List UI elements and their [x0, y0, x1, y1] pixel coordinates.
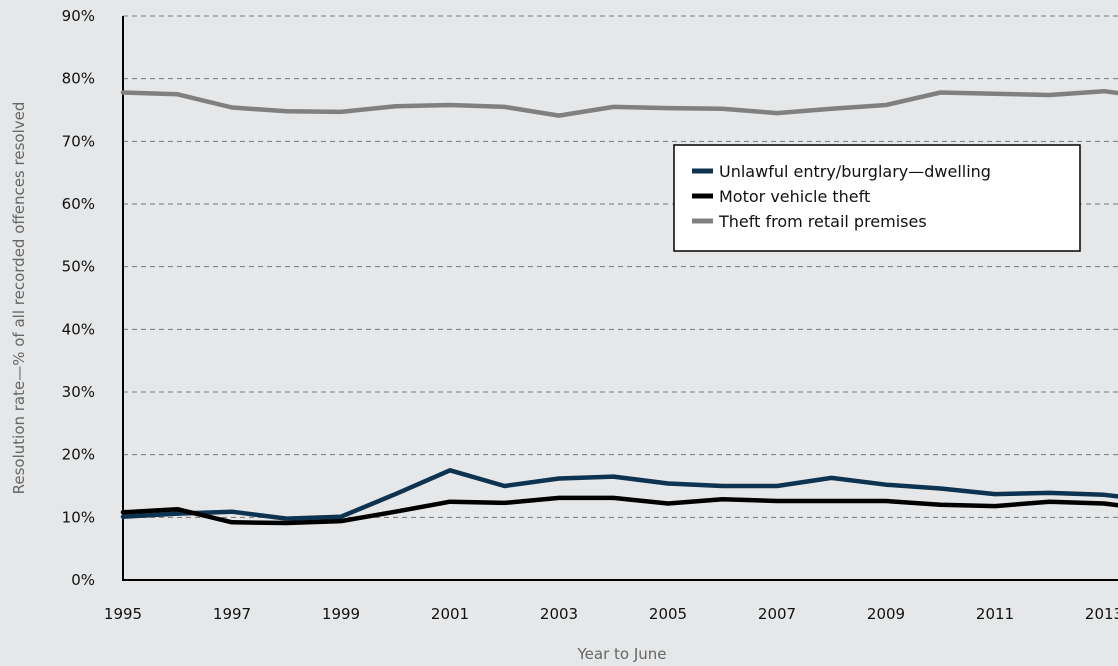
- series-line-2: [120, 495, 1118, 526]
- legend-box: [673, 144, 1081, 252]
- gridlines: [123, 15, 1118, 518]
- x-tick-label: 2011: [976, 605, 1014, 623]
- x-tick-label: 1999: [322, 605, 360, 623]
- x-tick-label: 2003: [540, 605, 578, 623]
- legend-label: Unlawful entry/burglary—dwelling: [719, 162, 991, 181]
- y-tick-labels: 0% 10% 20% 30% 40% 50% 60% 70% 80% 90%: [62, 7, 95, 589]
- x-axis-title: Year to June: [576, 645, 666, 663]
- y-tick-label: 0%: [71, 571, 95, 589]
- legend-label: Theft from retail premises: [718, 212, 927, 231]
- y-tick-label: 60%: [62, 195, 95, 213]
- y-tick-label: 10%: [62, 508, 95, 526]
- x-tick-label: 2009: [867, 605, 905, 623]
- legend: Unlawful entry/burglary—dwelling Motor ve…: [673, 144, 1081, 252]
- x-tick-label: 2013: [1085, 605, 1118, 623]
- y-tick-label: 50%: [62, 258, 95, 276]
- y-tick-label: 80%: [62, 70, 95, 88]
- x-tick-label: 2005: [649, 605, 687, 623]
- x-tick-label: 2001: [431, 605, 469, 623]
- axes: [122, 16, 1118, 581]
- y-tick-label: 30%: [62, 383, 95, 401]
- x-tick-label: 2007: [758, 605, 796, 623]
- x-tick-label: 1995: [104, 605, 142, 623]
- series-line-3: [120, 88, 1118, 118]
- legend-label: Motor vehicle theft: [719, 187, 870, 206]
- series-lines: [120, 88, 1118, 526]
- x-tick-label: 1997: [213, 605, 251, 623]
- y-tick-label: 20%: [62, 446, 95, 464]
- series-line-1: [120, 468, 1118, 521]
- x-tick-labels: 1995 1997 1999 2001 2003 2005 2007 2009 2011 2013: [104, 605, 1118, 623]
- y-tick-label: 70%: [62, 132, 95, 150]
- y-axis-title: Resolution rate—% of all recorded offenc…: [10, 102, 28, 495]
- y-tick-label: 40%: [62, 320, 95, 338]
- y-tick-label: 90%: [62, 7, 95, 25]
